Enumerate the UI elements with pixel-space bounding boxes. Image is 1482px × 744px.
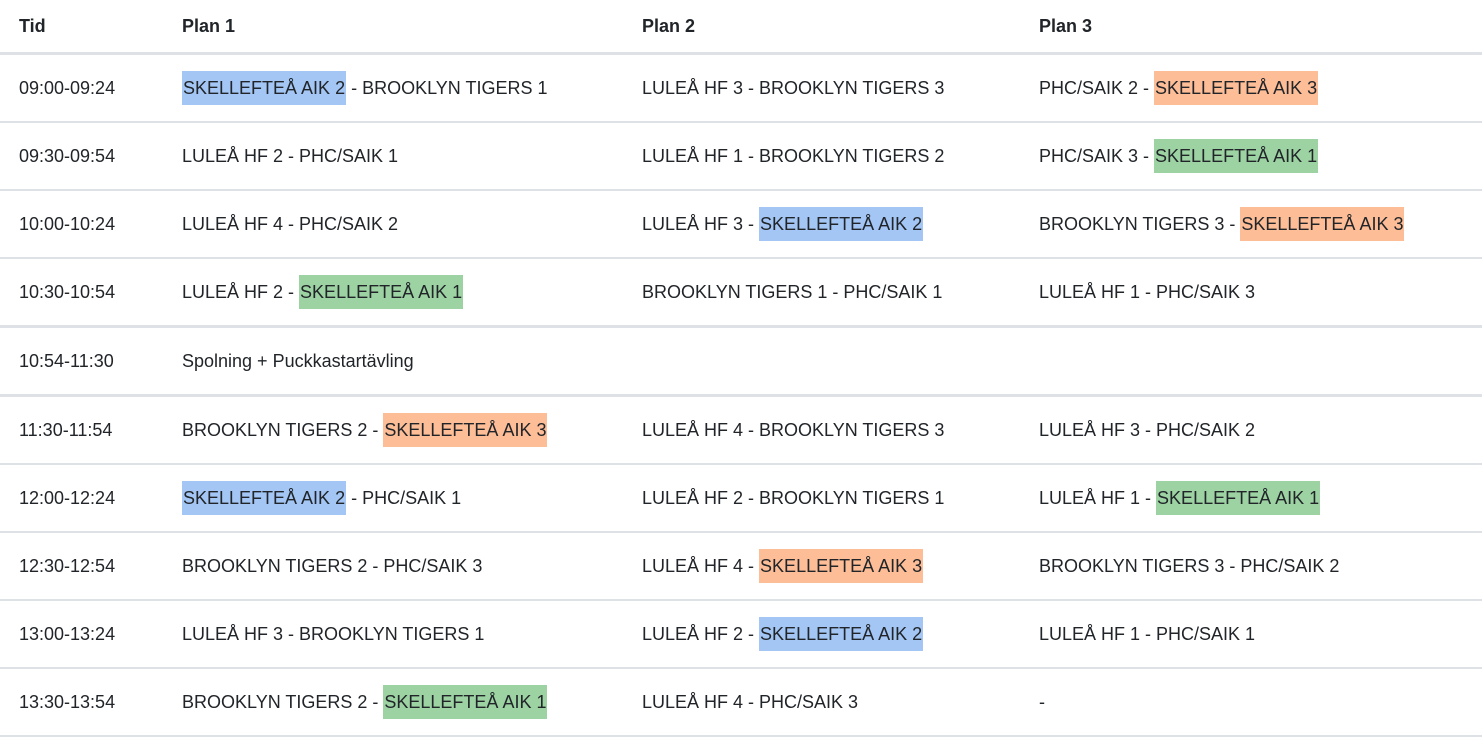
plan-3-cell: -: [1039, 668, 1482, 737]
plan-1-cell: LULEÅ HF 3 - BROOKLYN TIGERS 1: [182, 600, 642, 669]
plan-3-cell: LULEÅ HF 3 - PHC/SAIK 2: [1039, 395, 1482, 465]
match-text: Spolning + Puckkastartävling: [182, 350, 414, 371]
match-text: LULEÅ HF 1 - PHC/SAIK 3: [1039, 281, 1256, 302]
table-row: 13:00-13:24 LULEÅ HF 3 - BROOKLYN TIGERS …: [0, 600, 1482, 669]
table-row: 10:30-10:54 LULEÅ HF 2 - SKELLEFTEÅ AIK 1…: [0, 258, 1482, 328]
match-text: LULEÅ HF 4 - BROOKLYN TIGERS 3: [642, 419, 945, 440]
match-text: LULEÅ HF 4 - PHC/SAIK 2: [182, 213, 399, 234]
plan-2-cell: LULEÅ HF 4 - PHC/SAIK 3: [642, 668, 1039, 737]
match-text: LULEÅ HF 3 - BROOKLYN TIGERS 1: [182, 623, 485, 644]
table-row: 10:00-10:24 LULEÅ HF 4 - PHC/SAIK 2 LULEÅ …: [0, 190, 1482, 259]
match-text: -: [1039, 691, 1045, 712]
highlighted-team: SKELLEFTEÅ AIK 2: [759, 206, 924, 241]
plan-1-cell: Spolning + Puckkastartävling: [182, 326, 642, 397]
match-text: LULEÅ HF 4 - PHC/SAIK 3: [642, 691, 859, 712]
highlighted-team: SKELLEFTEÅ AIK 2: [182, 70, 347, 105]
header-plan-1: Plan 1: [182, 0, 642, 55]
match-text: LULEÅ HF 1 - BROOKLYN TIGERS 2: [642, 145, 945, 166]
match-text: - BROOKLYN TIGERS 1: [346, 77, 548, 98]
plan-1-cell: LULEÅ HF 2 - SKELLEFTEÅ AIK 1: [182, 258, 642, 328]
highlighted-team: SKELLEFTEÅ AIK 1: [1156, 480, 1321, 515]
highlighted-team: SKELLEFTEÅ AIK 3: [1154, 70, 1319, 105]
match-text: LULEÅ HF 1 -: [1039, 487, 1157, 508]
time-cell: 09:00-09:24: [0, 53, 182, 123]
highlighted-team: SKELLEFTEÅ AIK 1: [299, 274, 464, 309]
header-plan-2: Plan 2: [642, 0, 1039, 55]
plan-3-cell: LULEÅ HF 1 - PHC/SAIK 1: [1039, 600, 1482, 669]
plan-1-cell: BROOKLYN TIGERS 2 - SKELLEFTEÅ AIK 3: [182, 395, 642, 465]
plan-1-cell: BROOKLYN TIGERS 2 - SKELLEFTEÅ AIK 1: [182, 668, 642, 737]
table-row: 09:30-09:54 LULEÅ HF 2 - PHC/SAIK 1 LULEÅ …: [0, 122, 1482, 191]
plan-3-cell: PHC/SAIK 3 - SKELLEFTEÅ AIK 1: [1039, 122, 1482, 191]
time-cell: 10:00-10:24: [0, 190, 182, 259]
match-text: PHC/SAIK 2 -: [1039, 77, 1155, 98]
table-row: 12:30-12:54 BROOKLYN TIGERS 2 - PHC/SAIK …: [0, 532, 1482, 601]
match-text: LULEÅ HF 3 - BROOKLYN TIGERS 3: [642, 77, 945, 98]
plan-1-cell: SKELLEFTEÅ AIK 2 - BROOKLYN TIGERS 1: [182, 53, 642, 123]
plan-2-cell: LULEÅ HF 2 - SKELLEFTEÅ AIK 2: [642, 600, 1039, 669]
highlighted-team: SKELLEFTEÅ AIK 3: [1240, 206, 1405, 241]
schedule-body: 09:00-09:24 SKELLEFTEÅ AIK 2 - BROOKLYN T…: [0, 53, 1482, 737]
time-cell: 09:30-09:54: [0, 122, 182, 191]
match-text: LULEÅ HF 4 -: [642, 555, 760, 576]
time-cell: 13:30-13:54: [0, 668, 182, 737]
plan-1-cell: BROOKLYN TIGERS 2 - PHC/SAIK 3: [182, 532, 642, 601]
match-text: LULEÅ HF 2 -: [642, 623, 760, 644]
plan-2-cell: LULEÅ HF 3 - SKELLEFTEÅ AIK 2: [642, 190, 1039, 259]
match-text: LULEÅ HF 3 -: [642, 213, 760, 234]
plan-3-cell: LULEÅ HF 1 - SKELLEFTEÅ AIK 1: [1039, 464, 1482, 533]
plan-3-cell: BROOKLYN TIGERS 3 - SKELLEFTEÅ AIK 3: [1039, 190, 1482, 259]
plan-2-cell: BROOKLYN TIGERS 1 - PHC/SAIK 1: [642, 258, 1039, 328]
time-cell: 10:54-11:30: [0, 326, 182, 397]
match-text: LULEÅ HF 2 - PHC/SAIK 1: [182, 145, 399, 166]
plan-2-cell: LULEÅ HF 2 - BROOKLYN TIGERS 1: [642, 464, 1039, 533]
plan-3-cell: [1039, 326, 1482, 397]
match-text: LULEÅ HF 2 -: [182, 281, 300, 302]
match-text: - PHC/SAIK 1: [346, 487, 462, 508]
match-text: BROOKLYN TIGERS 1 - PHC/SAIK 1: [642, 281, 943, 302]
plan-2-cell: LULEÅ HF 3 - BROOKLYN TIGERS 3: [642, 53, 1039, 123]
match-text: BROOKLYN TIGERS 3 -: [1039, 213, 1241, 234]
highlighted-team: SKELLEFTEÅ AIK 3: [383, 412, 548, 447]
plan-2-cell: LULEÅ HF 4 - SKELLEFTEÅ AIK 3: [642, 532, 1039, 601]
match-text: LULEÅ HF 1 - PHC/SAIK 1: [1039, 623, 1256, 644]
plan-3-cell: PHC/SAIK 2 - SKELLEFTEÅ AIK 3: [1039, 53, 1482, 123]
header-time: Tid: [0, 0, 182, 55]
table-row: 13:30-13:54 BROOKLYN TIGERS 2 - SKELLEFTE…: [0, 668, 1482, 737]
match-text: BROOKLYN TIGERS 2 - PHC/SAIK 3: [182, 555, 483, 576]
match-text: BROOKLYN TIGERS 3 - PHC/SAIK 2: [1039, 555, 1340, 576]
match-text: LULEÅ HF 2 - BROOKLYN TIGERS 1: [642, 487, 945, 508]
highlighted-team: SKELLEFTEÅ AIK 3: [759, 548, 924, 583]
highlighted-team: SKELLEFTEÅ AIK 2: [759, 616, 924, 651]
time-cell: 12:30-12:54: [0, 532, 182, 601]
table-row: 12:00-12:24 SKELLEFTEÅ AIK 2 - PHC/SAIK 1…: [0, 464, 1482, 533]
time-cell: 12:00-12:24: [0, 464, 182, 533]
match-text: PHC/SAIK 3 -: [1039, 145, 1155, 166]
time-cell: 11:30-11:54: [0, 395, 182, 465]
match-text: BROOKLYN TIGERS 2 -: [182, 691, 384, 712]
plan-1-cell: SKELLEFTEÅ AIK 2 - PHC/SAIK 1: [182, 464, 642, 533]
plan-2-cell: LULEÅ HF 4 - BROOKLYN TIGERS 3: [642, 395, 1039, 465]
table-row: 11:30-11:54 BROOKLYN TIGERS 2 - SKELLEFTE…: [0, 395, 1482, 465]
plan-2-cell: [642, 326, 1039, 397]
plan-1-cell: LULEÅ HF 2 - PHC/SAIK 1: [182, 122, 642, 191]
highlighted-team: SKELLEFTEÅ AIK 2: [182, 480, 347, 515]
highlighted-team: SKELLEFTEÅ AIK 1: [383, 684, 548, 719]
header-plan-3: Plan 3: [1039, 0, 1482, 55]
header-row: Tid Plan 1 Plan 2 Plan 3: [0, 0, 1482, 55]
match-text: BROOKLYN TIGERS 2 -: [182, 419, 384, 440]
time-cell: 13:00-13:24: [0, 600, 182, 669]
plan-3-cell: LULEÅ HF 1 - PHC/SAIK 3: [1039, 258, 1482, 328]
table-row: 09:00-09:24 SKELLEFTEÅ AIK 2 - BROOKLYN T…: [0, 53, 1482, 123]
time-cell: 10:30-10:54: [0, 258, 182, 328]
plan-1-cell: LULEÅ HF 4 - PHC/SAIK 2: [182, 190, 642, 259]
plan-3-cell: BROOKLYN TIGERS 3 - PHC/SAIK 2: [1039, 532, 1482, 601]
match-text: LULEÅ HF 3 - PHC/SAIK 2: [1039, 419, 1256, 440]
table-row: 10:54-11:30 Spolning + Puckkastartävling: [0, 326, 1482, 397]
highlighted-team: SKELLEFTEÅ AIK 1: [1154, 138, 1319, 173]
plan-2-cell: LULEÅ HF 1 - BROOKLYN TIGERS 2: [642, 122, 1039, 191]
